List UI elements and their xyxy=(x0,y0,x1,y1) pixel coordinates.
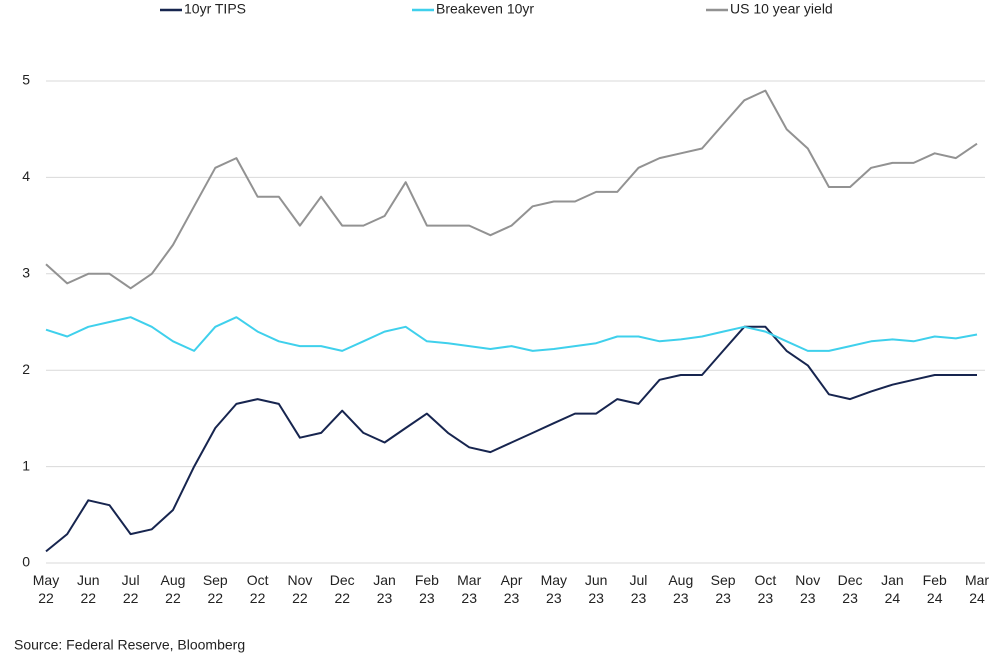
x-tick-label: May 23 xyxy=(541,572,567,606)
y-tick-label: 1 xyxy=(22,457,30,473)
x-tick-label: Nov 23 xyxy=(795,572,820,606)
x-tick-label: Feb 24 xyxy=(923,572,947,606)
x-tick-label: Sep 23 xyxy=(711,572,736,606)
series-line xyxy=(45,89,978,290)
x-tick-label: Jan 24 xyxy=(881,572,904,606)
x-tick-label: May 22 xyxy=(33,572,59,606)
legend-label: 10yr TIPS xyxy=(184,1,246,17)
x-tick-label: Jun 22 xyxy=(77,572,100,606)
x-tick-label: Jul 22 xyxy=(122,572,140,606)
y-tick-label: 0 xyxy=(22,554,30,570)
x-tick-label: Sep 22 xyxy=(203,572,228,606)
y-tick-label: 5 xyxy=(22,72,30,88)
x-tick-label: Oct 23 xyxy=(755,572,777,606)
series-line xyxy=(45,316,978,352)
x-tick-label: Jun 23 xyxy=(585,572,608,606)
x-tick-label: Apr 23 xyxy=(501,572,523,606)
x-tick-label: Jul 23 xyxy=(630,572,648,606)
x-tick-label: Oct 22 xyxy=(247,572,269,606)
legend-label: US 10 year yield xyxy=(730,1,833,17)
x-tick-label: Dec 22 xyxy=(330,572,355,606)
x-tick-label: Mar 24 xyxy=(965,572,989,606)
y-tick-label: 2 xyxy=(22,361,30,377)
x-tick-label: Nov 22 xyxy=(287,572,312,606)
legend-label: Breakeven 10yr xyxy=(436,1,534,17)
x-tick-label: Jan 23 xyxy=(373,572,396,606)
x-tick-label: Mar 23 xyxy=(457,572,481,606)
y-tick-label: 3 xyxy=(22,265,30,281)
y-tick-label: 4 xyxy=(22,168,30,184)
x-tick-label: Aug 23 xyxy=(668,572,693,606)
x-tick-label: Dec 23 xyxy=(838,572,863,606)
x-tick-label: Feb 23 xyxy=(415,572,439,606)
source-note: Source: Federal Reserve, Bloomberg xyxy=(14,637,245,653)
x-tick-label: Aug 22 xyxy=(160,572,185,606)
series-line xyxy=(45,325,977,553)
